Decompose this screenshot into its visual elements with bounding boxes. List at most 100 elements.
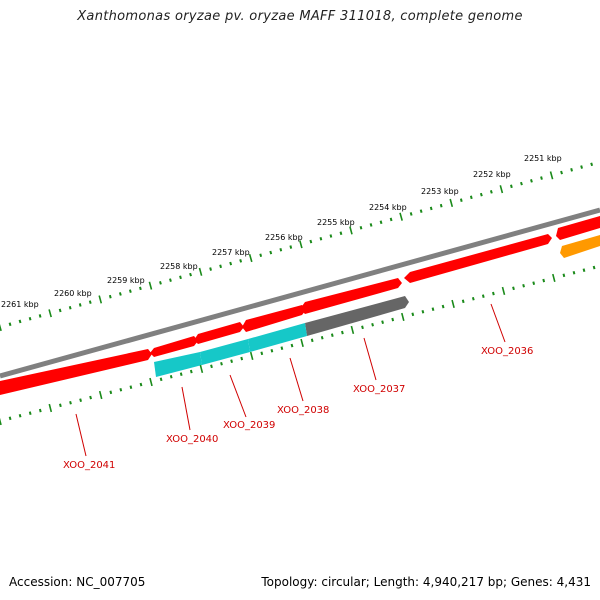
outer-scale-minor-tick: [159, 281, 162, 285]
outer-scale-major-tick: [248, 253, 253, 263]
scale-label-2259: 2259 kbp: [107, 276, 145, 285]
inner-scale-major-tick: [249, 351, 254, 361]
outer-scale-minor-tick: [329, 234, 333, 238]
inner-scale-minor-tick: [310, 338, 314, 343]
scale-label-2260: 2260 kbp: [54, 289, 92, 298]
outer-scale-minor-tick: [18, 319, 22, 324]
inner-scale-major-tick: [350, 325, 355, 335]
inner-scale-minor-tick: [431, 307, 435, 311]
minus-strand-genes: [154, 235, 600, 377]
outer-scale-minor-tick: [139, 286, 142, 291]
gene-block-plus-6[interactable]: [150, 336, 198, 357]
outer-scale-minor-tick: [319, 236, 323, 241]
inner-scale-minor-tick: [361, 325, 364, 330]
inner-scale-major-tick: [451, 299, 455, 309]
inner-scale-minor-tick: [210, 364, 213, 369]
inner-scale-minor-tick: [8, 416, 12, 421]
outer-scale-minor-tick: [108, 294, 112, 299]
inner-scale-minor-tick: [79, 398, 82, 402]
inner-scale-minor-tick: [129, 385, 133, 389]
gene-block-plus-left[interactable]: [0, 349, 152, 395]
outer-scale-minor-tick: [379, 220, 383, 225]
gene-xoo-2040[interactable]: [154, 352, 202, 377]
outer-scale-minor-tick: [179, 275, 182, 280]
outer-scale-major-tick: [499, 185, 504, 194]
leader-xoo-2036: [490, 303, 506, 343]
outer-scale-major-tick: [449, 198, 454, 208]
outer-scale-minor-tick: [339, 231, 343, 236]
leader-xoo-2038: [289, 357, 304, 402]
inner-scale-minor-tick: [18, 413, 22, 418]
outer-scale-minor-tick: [520, 181, 523, 186]
outer-scale-minor-tick: [128, 289, 132, 293]
gene-label-xoo-2040[interactable]: XOO_2040: [166, 434, 218, 445]
gene-label-xoo-2039[interactable]: XOO_2039: [223, 420, 275, 431]
scale-label-2254: 2254 kbp: [369, 203, 407, 212]
outer-scale-minor-tick: [239, 259, 243, 263]
outer-scale-minor-tick: [78, 303, 82, 307]
outer-scale-minor-tick: [189, 272, 192, 277]
outer-scale-minor-tick: [279, 247, 283, 252]
gene-block-plus-5[interactable]: [194, 322, 244, 344]
inner-scale-minor-tick: [341, 330, 344, 335]
inner-scale-minor-tick: [572, 270, 576, 275]
outer-scale-minor-tick: [459, 198, 463, 202]
inner-scale-minor-tick: [38, 408, 42, 413]
outer-scale-minor-tick: [570, 168, 573, 172]
gene-xoo-2037[interactable]: [305, 296, 409, 336]
inner-scale-major-tick: [501, 286, 506, 296]
gene-leaders: [75, 303, 506, 457]
outer-scale-minor-tick: [118, 292, 122, 296]
outer-scale-minor-tick: [510, 184, 513, 189]
inner-scale-minor-tick: [492, 291, 495, 296]
inner-scale-minor-tick: [532, 281, 536, 285]
outer-scale-minor-tick: [259, 253, 263, 258]
gene-label-xoo-2041[interactable]: XOO_2041: [63, 460, 115, 471]
scale-label-2255: 2255 kbp: [317, 218, 355, 227]
leader-xoo-2041: [75, 413, 87, 457]
outer-scale-minor-tick: [38, 314, 42, 318]
outer-scale-minor-tick: [58, 308, 62, 313]
inner-scale-minor-tick: [441, 304, 445, 309]
inner-scale-minor-tick: [290, 343, 294, 348]
gene-label-xoo-2036[interactable]: XOO_2036: [481, 346, 533, 357]
gene-xoo-2038[interactable]: [248, 323, 307, 352]
outer-scale-major-tick: [198, 267, 203, 276]
genome-stats-text: Topology: circular; Length: 4,940,217 bp…: [261, 575, 591, 589]
inner-scale-minor-tick: [280, 346, 284, 350]
inner-scale-minor-tick: [411, 312, 415, 317]
outer-scale-minor-tick: [489, 190, 493, 194]
inner-scale-minor-tick: [189, 369, 193, 374]
inner-scale-major-tick: [300, 338, 304, 348]
inner-scale-minor-tick: [59, 403, 62, 408]
outer-scale-minor-tick: [28, 316, 32, 321]
gene-block-plus-2[interactable]: [404, 234, 552, 283]
outer-scale-minor-tick: [8, 322, 12, 327]
gene-xoo-2039[interactable]: [200, 339, 250, 365]
outer-scale-major-tick: [349, 226, 353, 235]
inner-scale-major-tick: [149, 377, 153, 387]
genome-backbone: [0, 207, 600, 379]
gene-orange[interactable]: [560, 235, 600, 258]
scale-label-2253: 2253 kbp: [421, 187, 459, 196]
outer-scale-major-tick: [399, 212, 403, 221]
inner-scale-minor-tick: [582, 268, 586, 272]
inner-scale-minor-tick: [28, 411, 32, 415]
gene-block-plus-4[interactable]: [242, 305, 306, 332]
inner-scale-major-tick: [401, 312, 405, 322]
leader-xoo-2039: [229, 374, 247, 418]
gene-block-plus-right[interactable]: [556, 216, 600, 240]
inner-scale-minor-tick: [592, 265, 596, 270]
outer-scale-minor-tick: [369, 223, 373, 227]
scale-label-2261: 2261 kbp: [1, 300, 39, 309]
outer-scale-minor-tick: [219, 264, 222, 269]
scale-label-2252: 2252 kbp: [473, 170, 511, 179]
outer-scale-major-tick: [0, 324, 2, 332]
gene-block-plus-3[interactable]: [300, 278, 402, 314]
gene-label-xoo-2038[interactable]: XOO_2038: [277, 405, 329, 416]
gene-label-xoo-2037[interactable]: XOO_2037: [353, 384, 405, 395]
scale-label-2256: 2256 kbp: [265, 233, 303, 242]
outer-scale-minor-tick: [359, 225, 363, 230]
inner-scale-minor-tick: [179, 372, 183, 376]
